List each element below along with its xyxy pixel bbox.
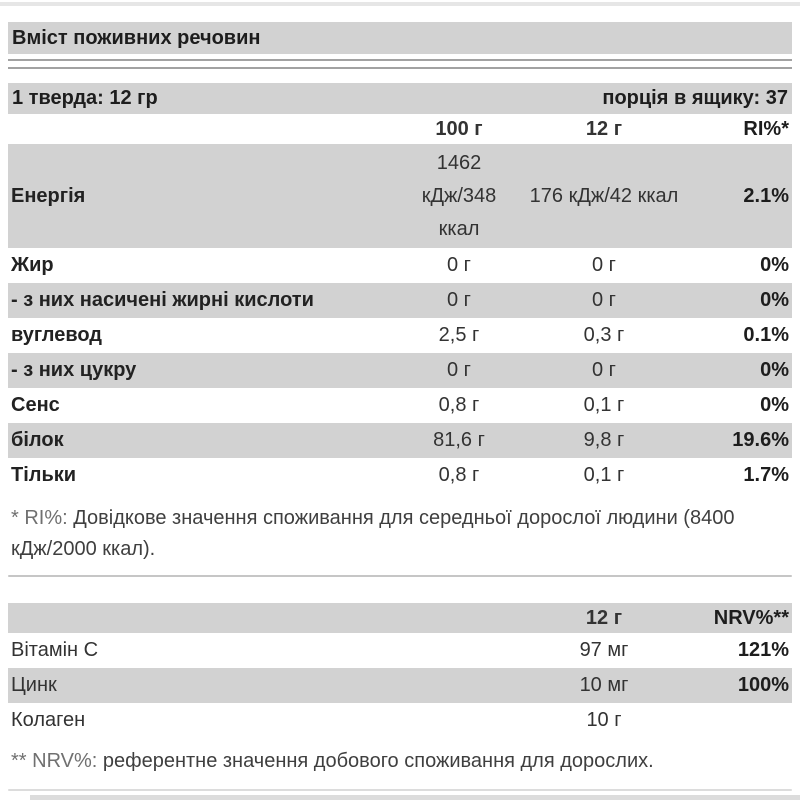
value-12g: 0,1 г <box>583 394 625 416</box>
micro-row-collagen: Колаген 10 г <box>8 703 792 738</box>
value-12g: 0,1 г <box>583 464 625 486</box>
column-header-12g: 12 г <box>585 117 623 140</box>
value-ri: 0% <box>760 289 789 311</box>
value-ri: 0% <box>760 254 789 276</box>
value-100g: 0,8 г <box>438 394 480 416</box>
micro-value-nrv: 100% <box>737 674 789 696</box>
top-divider <box>0 2 800 6</box>
value-ri: 2.1% <box>743 184 789 207</box>
micro-row-zinc: Цинк 10 мг 100% <box>8 668 792 703</box>
value-12g: 0 г <box>592 289 616 311</box>
nrv-footnote-text: референтне значення добового споживання … <box>97 750 654 772</box>
serving-size: 1 тверда: 12 гр <box>12 87 158 109</box>
value-ri: 1.7% <box>743 464 789 486</box>
section-title-bar: Вміст поживних речовин <box>8 22 792 54</box>
micro-label: Вітамін C <box>11 639 99 661</box>
nutrient-row-fibre: Сенс 0,8 г 0,1 г 0% <box>8 388 792 423</box>
nutrient-row-energy: Енергія 1462 кДж/348 ккал 176 кДж/42 кка… <box>8 144 792 248</box>
nutrient-label: Тільки <box>11 464 77 486</box>
nutrient-row-salt: Тільки 0,8 г 0,1 г 1.7% <box>8 458 792 493</box>
value-12g: 9,8 г <box>583 429 625 451</box>
value-100g: 81,6 г <box>433 429 485 451</box>
micro-value-12g: 10 г <box>586 709 622 731</box>
nutrient-row-sugars: - з них цукру 0 г 0 г 0% <box>8 353 792 388</box>
column-header-ri: RI%* <box>743 117 789 140</box>
ri-footnote: * RI%: Довідкове значення споживання для… <box>8 503 754 565</box>
nutrient-label: Жир <box>11 254 54 276</box>
micro-column-header-12g: 12 г <box>585 606 623 629</box>
nrv-footnote-prefix: ** NRV%: <box>11 750 98 772</box>
bottom-strip <box>30 795 800 800</box>
page-title: Вміст поживних речовин <box>12 26 261 49</box>
value-100g: 1462 кДж/348 ккал <box>421 151 497 240</box>
ri-footnote-prefix: * RI%: <box>11 507 68 529</box>
value-ri: 0% <box>760 394 789 416</box>
nutrient-label: білок <box>11 429 64 451</box>
micro-header-row: 12 г NRV%** <box>8 603 792 633</box>
section-divider <box>8 575 792 577</box>
nutrient-row-saturated-fat: - з них насичені жирні кислоти 0 г 0 г 0… <box>8 283 792 318</box>
nutrient-label: - з них насичені жирні кислоти <box>11 289 314 311</box>
value-ri: 0% <box>760 359 789 381</box>
nutrient-label: Енергія <box>11 184 86 207</box>
value-ri: 19.6% <box>732 429 789 451</box>
value-12g: 176 кДж/42 ккал <box>529 184 679 207</box>
nutrient-label: вуглевод <box>11 324 102 346</box>
ri-footnote-text-line1: Довідкове значення споживання для середн… <box>67 507 601 529</box>
double-rule-divider <box>8 59 792 69</box>
value-ri: 0.1% <box>743 324 789 346</box>
nutrient-label: Сенс <box>11 394 60 416</box>
micro-value-nrv: 121% <box>737 639 789 661</box>
nutrient-label: - з них цукру <box>11 359 137 381</box>
value-12g: 0 г <box>592 359 616 381</box>
serving-info-bar: 1 тверда: 12 гр порція в ящику: 37 <box>8 83 792 114</box>
value-100g: 0 г <box>447 254 471 276</box>
value-12g: 0,3 г <box>583 324 625 346</box>
nutrient-row-protein: білок 81,6 г 9,8 г 19.6% <box>8 423 792 458</box>
bottom-divider <box>8 789 792 791</box>
micro-value-12g: 10 мг <box>579 674 629 696</box>
nrv-footnote: ** NRV%: референтне значення добового сп… <box>8 746 754 777</box>
ri-footnote-text-line2: людини (8400 кДж/2000 ккал). <box>11 507 735 560</box>
micro-column-header-nrv: NRV%** <box>713 606 789 629</box>
value-100g: 0,8 г <box>438 464 480 486</box>
nutrient-row-fat: Жир 0 г 0 г 0% <box>8 248 792 283</box>
column-header-row: 100 г 12 г RI%* <box>8 114 792 144</box>
column-header-100g: 100 г <box>435 117 483 140</box>
micro-value-12g: 97 мг <box>579 639 629 661</box>
value-100g: 0 г <box>447 359 471 381</box>
value-12g: 0 г <box>592 254 616 276</box>
micro-label: Колаген <box>11 709 86 731</box>
nutrient-row-carbohydrate: вуглевод 2,5 г 0,3 г 0.1% <box>8 318 792 353</box>
servings-per-container: порція в ящику: 37 <box>602 87 788 109</box>
micro-row-vitamin-c: Вітамін C 97 мг 121% <box>8 633 792 668</box>
value-100g: 2,5 г <box>438 324 480 346</box>
micro-label: Цинк <box>11 674 57 696</box>
value-100g: 0 г <box>447 289 471 311</box>
